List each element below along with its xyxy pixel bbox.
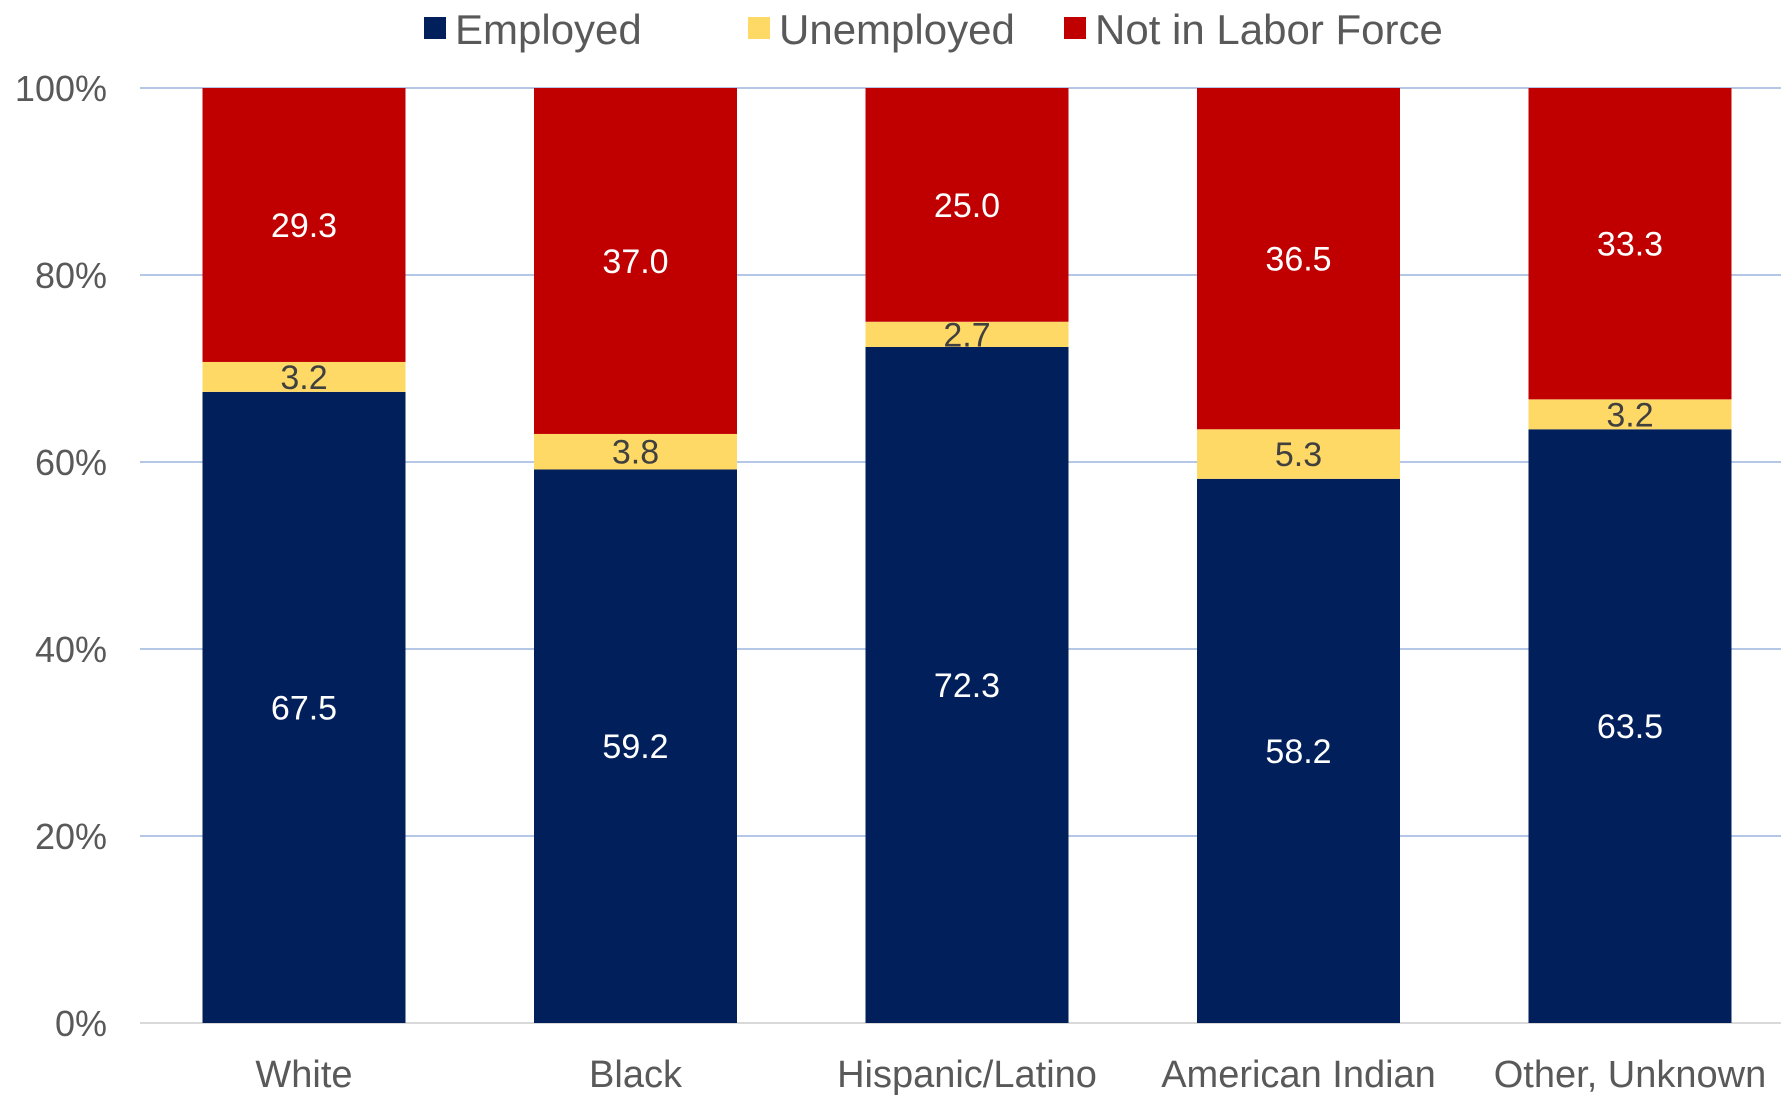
data-label: 5.3	[1275, 436, 1322, 474]
bar-segment-not-in-labor-force	[865, 88, 1069, 322]
bar-segment-unemployed	[1197, 429, 1400, 479]
data-label: 2.7	[943, 316, 990, 354]
legend-label: Employed	[455, 6, 642, 53]
y-tick-label: 0%	[55, 1003, 107, 1044]
bar-segment-unemployed	[534, 433, 737, 470]
y-tick-label: 20%	[35, 816, 107, 857]
legend-swatch	[1064, 17, 1086, 39]
bar-segment-employed	[1197, 478, 1400, 1024]
bars	[202, 88, 1732, 1024]
x-tick-label: Other, Unknown	[1494, 1054, 1766, 1096]
bar-segment-employed	[865, 346, 1069, 1023]
data-label: 3.8	[612, 434, 659, 472]
legend: Employed Unemployed Not in Labor Force	[424, 6, 1443, 53]
y-tick-label: 40%	[35, 629, 107, 670]
data-labels: 67.5 3.2 29.3 59.2 3.8 37.0 72.3 2.7 25.0 58.2 5.3…	[271, 187, 1663, 771]
data-label: 3.2	[1606, 396, 1653, 434]
bar-segment-employed	[1528, 429, 1732, 1023]
x-tick-label: Hispanic/Latino	[837, 1054, 1097, 1096]
bar-segment-employed	[202, 391, 406, 1023]
data-label: 67.5	[271, 689, 337, 727]
x-axis: White Black Hispanic/Latino American Indian…	[255, 1054, 1766, 1096]
data-label: 25.0	[934, 187, 1000, 225]
bar-segment-not-in-labor-force	[1197, 88, 1400, 430]
x-tick-label: White	[255, 1054, 352, 1096]
legend-label: Not in Labor Force	[1095, 6, 1443, 53]
bar-segment-employed	[534, 469, 737, 1024]
data-label: 59.2	[602, 728, 668, 766]
bar-segment-unemployed	[1528, 399, 1732, 430]
bar-segment-not-in-labor-force	[202, 88, 406, 362]
y-tick-label: 80%	[35, 255, 107, 296]
bar-segment-not-in-labor-force	[534, 88, 737, 434]
data-label: 36.5	[1265, 241, 1331, 279]
x-tick-label: Black	[589, 1054, 683, 1096]
y-tick-label: 60%	[35, 442, 107, 483]
data-label: 58.2	[1265, 733, 1331, 771]
data-label: 29.3	[271, 207, 337, 245]
data-label: 37.0	[602, 243, 668, 281]
data-label: 72.3	[934, 667, 1000, 705]
data-label: 3.2	[280, 359, 327, 397]
legend-label: Unemployed	[779, 6, 1015, 53]
y-axis: 0% 20% 40% 60% 80% 100%	[15, 68, 107, 1044]
y-tick-label: 100%	[15, 68, 107, 109]
bar-segment-unemployed	[202, 361, 406, 392]
bar-segment-not-in-labor-force	[1528, 88, 1732, 400]
legend-swatch	[748, 17, 770, 39]
data-label: 33.3	[1597, 226, 1663, 264]
x-tick-label: American Indian	[1161, 1054, 1436, 1096]
legend-swatch	[424, 17, 446, 39]
bar-segment-unemployed	[865, 321, 1069, 347]
data-label: 63.5	[1597, 708, 1663, 746]
